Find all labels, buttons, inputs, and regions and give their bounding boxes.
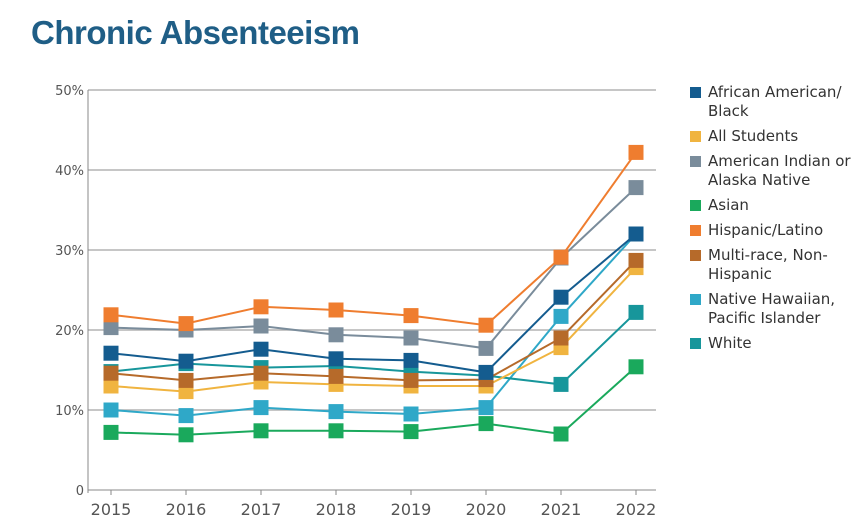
- data-point: [328, 351, 344, 367]
- data-point: [178, 372, 194, 388]
- legend-label: White: [708, 334, 752, 352]
- data-point: [328, 423, 344, 439]
- legend-item: African American/ Black: [690, 83, 865, 121]
- legend-label: Multi-race, Non-Hispanic: [708, 246, 828, 283]
- legend-label: American Indian or Alaska Native: [708, 152, 851, 189]
- data-point: [178, 316, 194, 332]
- data-point: [628, 252, 644, 268]
- series-line: [110, 366, 637, 436]
- data-point: [253, 365, 269, 381]
- data-point: [103, 345, 119, 361]
- data-point: [553, 376, 569, 392]
- series-line: [110, 233, 637, 417]
- data-point: [403, 406, 419, 422]
- legend-swatch: [690, 156, 701, 167]
- legend-swatch: [690, 294, 701, 305]
- data-point: [403, 308, 419, 324]
- data-point: [328, 404, 344, 420]
- legend-label: Asian: [708, 196, 749, 214]
- series-line: [110, 266, 637, 393]
- data-point: [403, 352, 419, 368]
- data-point: [628, 304, 644, 320]
- data-point: [478, 317, 494, 333]
- data-point: [553, 308, 569, 324]
- series-line: [110, 311, 637, 386]
- data-point: [253, 318, 269, 334]
- y-tick-label: 50%: [55, 84, 84, 99]
- legend-item: Multi-race, Non-Hispanic: [690, 246, 865, 284]
- data-point: [628, 180, 644, 196]
- series-line: [110, 186, 637, 350]
- data-point: [103, 365, 119, 381]
- data-point: [553, 289, 569, 305]
- x-tick-label: 2020: [466, 500, 507, 519]
- legend-swatch: [690, 131, 701, 142]
- y-tick-label: 20%: [55, 324, 84, 339]
- data-point: [328, 327, 344, 343]
- data-point: [553, 426, 569, 442]
- data-point: [553, 249, 569, 265]
- data-point: [103, 320, 119, 336]
- series-line: [110, 151, 637, 327]
- legend-label: Hispanic/Latino: [708, 221, 824, 239]
- legend-swatch: [690, 200, 701, 211]
- data-point: [103, 307, 119, 323]
- data-point: [328, 302, 344, 318]
- legend-item: Hispanic/Latino: [690, 221, 865, 240]
- data-point: [253, 423, 269, 439]
- legend-item: Native Hawaiian, Pacific Islander: [690, 290, 865, 328]
- data-point: [628, 226, 644, 242]
- legend-swatch: [690, 250, 701, 261]
- chart-title: Chronic Absenteeism: [31, 14, 360, 51]
- legend-swatch: [690, 87, 701, 98]
- series-line: [110, 259, 637, 382]
- data-point: [253, 299, 269, 315]
- data-point: [478, 416, 494, 432]
- y-tick-label: 0: [76, 484, 84, 499]
- data-point: [628, 359, 644, 375]
- y-tick-label: 30%: [55, 244, 84, 259]
- x-tick-label: 2019: [391, 500, 432, 519]
- legend-item: All Students: [690, 127, 865, 146]
- data-point: [328, 368, 344, 384]
- data-point: [178, 408, 194, 424]
- x-tick-label: 2016: [166, 500, 207, 519]
- legend-item: White: [690, 334, 865, 353]
- legend-swatch: [690, 338, 701, 349]
- data-point: [553, 330, 569, 346]
- legend-item: American Indian or Alaska Native: [690, 152, 865, 190]
- data-point: [403, 330, 419, 346]
- data-point: [103, 378, 119, 394]
- legend-swatch: [690, 225, 701, 236]
- data-point: [253, 400, 269, 416]
- data-point: [403, 424, 419, 440]
- legend: African American/ Black All Students Ame…: [690, 83, 865, 359]
- data-point: [478, 364, 494, 380]
- x-tick-label: 2017: [241, 500, 282, 519]
- x-tick-label: 2015: [91, 500, 132, 519]
- data-point: [103, 424, 119, 440]
- data-point: [628, 144, 644, 160]
- data-point: [478, 340, 494, 356]
- data-point: [478, 400, 494, 416]
- y-tick-label: 10%: [55, 404, 84, 419]
- series-line: [110, 233, 637, 374]
- y-tick-label: 40%: [55, 164, 84, 179]
- data-point: [253, 341, 269, 357]
- data-point: [403, 372, 419, 388]
- x-tick-label: 2022: [616, 500, 657, 519]
- legend-label: Native Hawaiian, Pacific Islander: [708, 290, 836, 327]
- legend-label: All Students: [708, 127, 799, 145]
- data-point: [178, 427, 194, 443]
- x-tick-label: 2021: [541, 500, 582, 519]
- legend-label: African American/ Black: [708, 83, 842, 120]
- legend-item: Asian: [690, 196, 865, 215]
- data-point: [103, 402, 119, 418]
- x-tick-label: 2018: [316, 500, 357, 519]
- data-point: [178, 353, 194, 369]
